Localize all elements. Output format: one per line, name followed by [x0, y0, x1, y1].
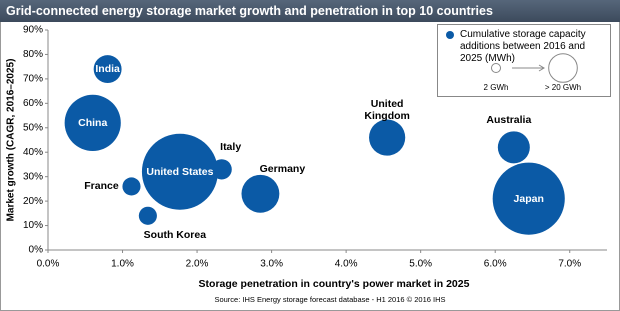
y-tick-label: 20% — [23, 196, 43, 207]
legend-size-label: > 20 GWh — [544, 83, 582, 92]
y-axis-title: Market growth (CAGR, 2016–2025) — [6, 59, 17, 222]
y-tick-label: 60% — [23, 98, 43, 109]
x-axis-title: Storage penetration in country's power m… — [199, 278, 470, 290]
y-tick-label: 40% — [23, 147, 43, 158]
bubble-label: Germany — [259, 162, 306, 175]
x-tick-label: 0.0% — [37, 259, 60, 270]
bubble-label: South Korea — [143, 228, 207, 241]
legend-swatch — [446, 31, 454, 39]
legend-marks — [446, 31, 578, 83]
source: Source: IHS Energy storage forecast data… — [214, 295, 445, 304]
bubble — [64, 94, 121, 151]
bubble-label: China — [78, 116, 108, 129]
bubble-label: Italy — [220, 141, 242, 154]
bubble — [369, 119, 406, 156]
legend-label: Cumulative storage capacity additions be… — [460, 29, 586, 64]
bubble — [492, 162, 565, 235]
y-tick-label: 30% — [23, 171, 43, 182]
x-tick-label: 1.0% — [111, 259, 134, 270]
bubble — [122, 177, 141, 196]
bubble — [141, 133, 218, 210]
x-tick-label: 4.0% — [335, 259, 358, 270]
x-tick-label: 3.0% — [260, 259, 283, 270]
y-tick-label: 90% — [23, 25, 43, 36]
bubble — [497, 131, 530, 164]
y-tick-label: 10% — [23, 220, 43, 231]
x-tick-label: 2.0% — [186, 259, 209, 270]
bubble-label: India — [95, 63, 120, 76]
bubble-label: Australia — [486, 114, 532, 127]
bubble — [241, 174, 280, 213]
x-tick-label: 7.0% — [558, 259, 581, 270]
bubble — [93, 55, 122, 84]
legend-size-label: 2 GWh — [483, 83, 509, 92]
bubble — [138, 206, 157, 225]
y-tick-label: 50% — [23, 122, 43, 133]
legend: Cumulative storage capacity additions be… — [437, 24, 611, 97]
y-tick-label: 80% — [23, 49, 43, 60]
bubble-label: United Kingdom — [364, 97, 410, 122]
chart-title: Grid-connected energy storage market gro… — [0, 0, 620, 22]
legend-size-circle — [490, 62, 502, 74]
x-tick-label: 5.0% — [409, 259, 432, 270]
legend-size-circle — [548, 53, 578, 83]
bubble-label: Japan — [513, 192, 544, 205]
y-tick-label: 70% — [23, 74, 43, 85]
bubble-label: France — [84, 180, 119, 193]
legend-arrowhead — [538, 64, 545, 72]
y-tick-label: 0% — [29, 245, 44, 256]
x-tick-label: 6.0% — [484, 259, 507, 270]
bubble-label: United States — [146, 165, 214, 178]
bubble — [211, 159, 232, 180]
